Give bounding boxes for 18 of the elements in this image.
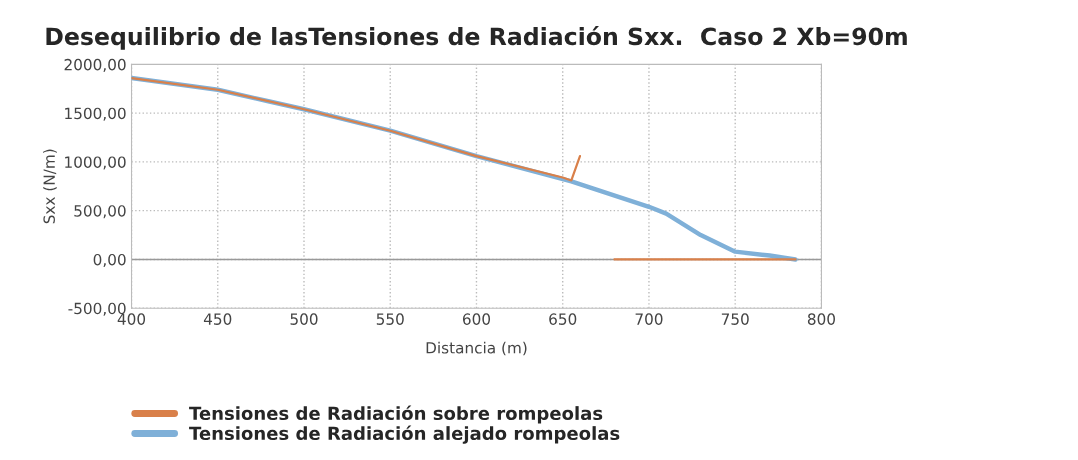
- legend-label: Tensiones de Radiación sobre rompeolas: [189, 405, 603, 424]
- chart-title: Desequilibrio de lasTensiones de Radiación Sxx. Caso 2 Xb=90m: [46, 26, 907, 50]
- x-tick-label: 650: [549, 313, 577, 325]
- y-axis-title: Sxx (N/m): [43, 149, 57, 224]
- y-tick-label: 0,00: [93, 253, 126, 268]
- x-tick-label: 750: [721, 313, 749, 325]
- x-tick-label: 450: [203, 313, 232, 325]
- y-tick-label: 500,00: [74, 205, 126, 219]
- y-tick-label: 1000,00: [65, 156, 126, 170]
- y-tick-label: 2000,00: [64, 58, 126, 72]
- x-tick-label: 550: [376, 313, 404, 325]
- x-tick-label: 800: [807, 313, 835, 325]
- x-tick-label: 600: [462, 313, 491, 325]
- x-tick-label: 500: [290, 313, 318, 325]
- y-tick-label: 1500,00: [65, 107, 126, 121]
- x-axis-title: Distancia (m): [426, 341, 527, 356]
- x-tick-label: 700: [635, 313, 663, 325]
- legend-label: Tensiones de Radiación alejado rompeolas: [189, 425, 620, 444]
